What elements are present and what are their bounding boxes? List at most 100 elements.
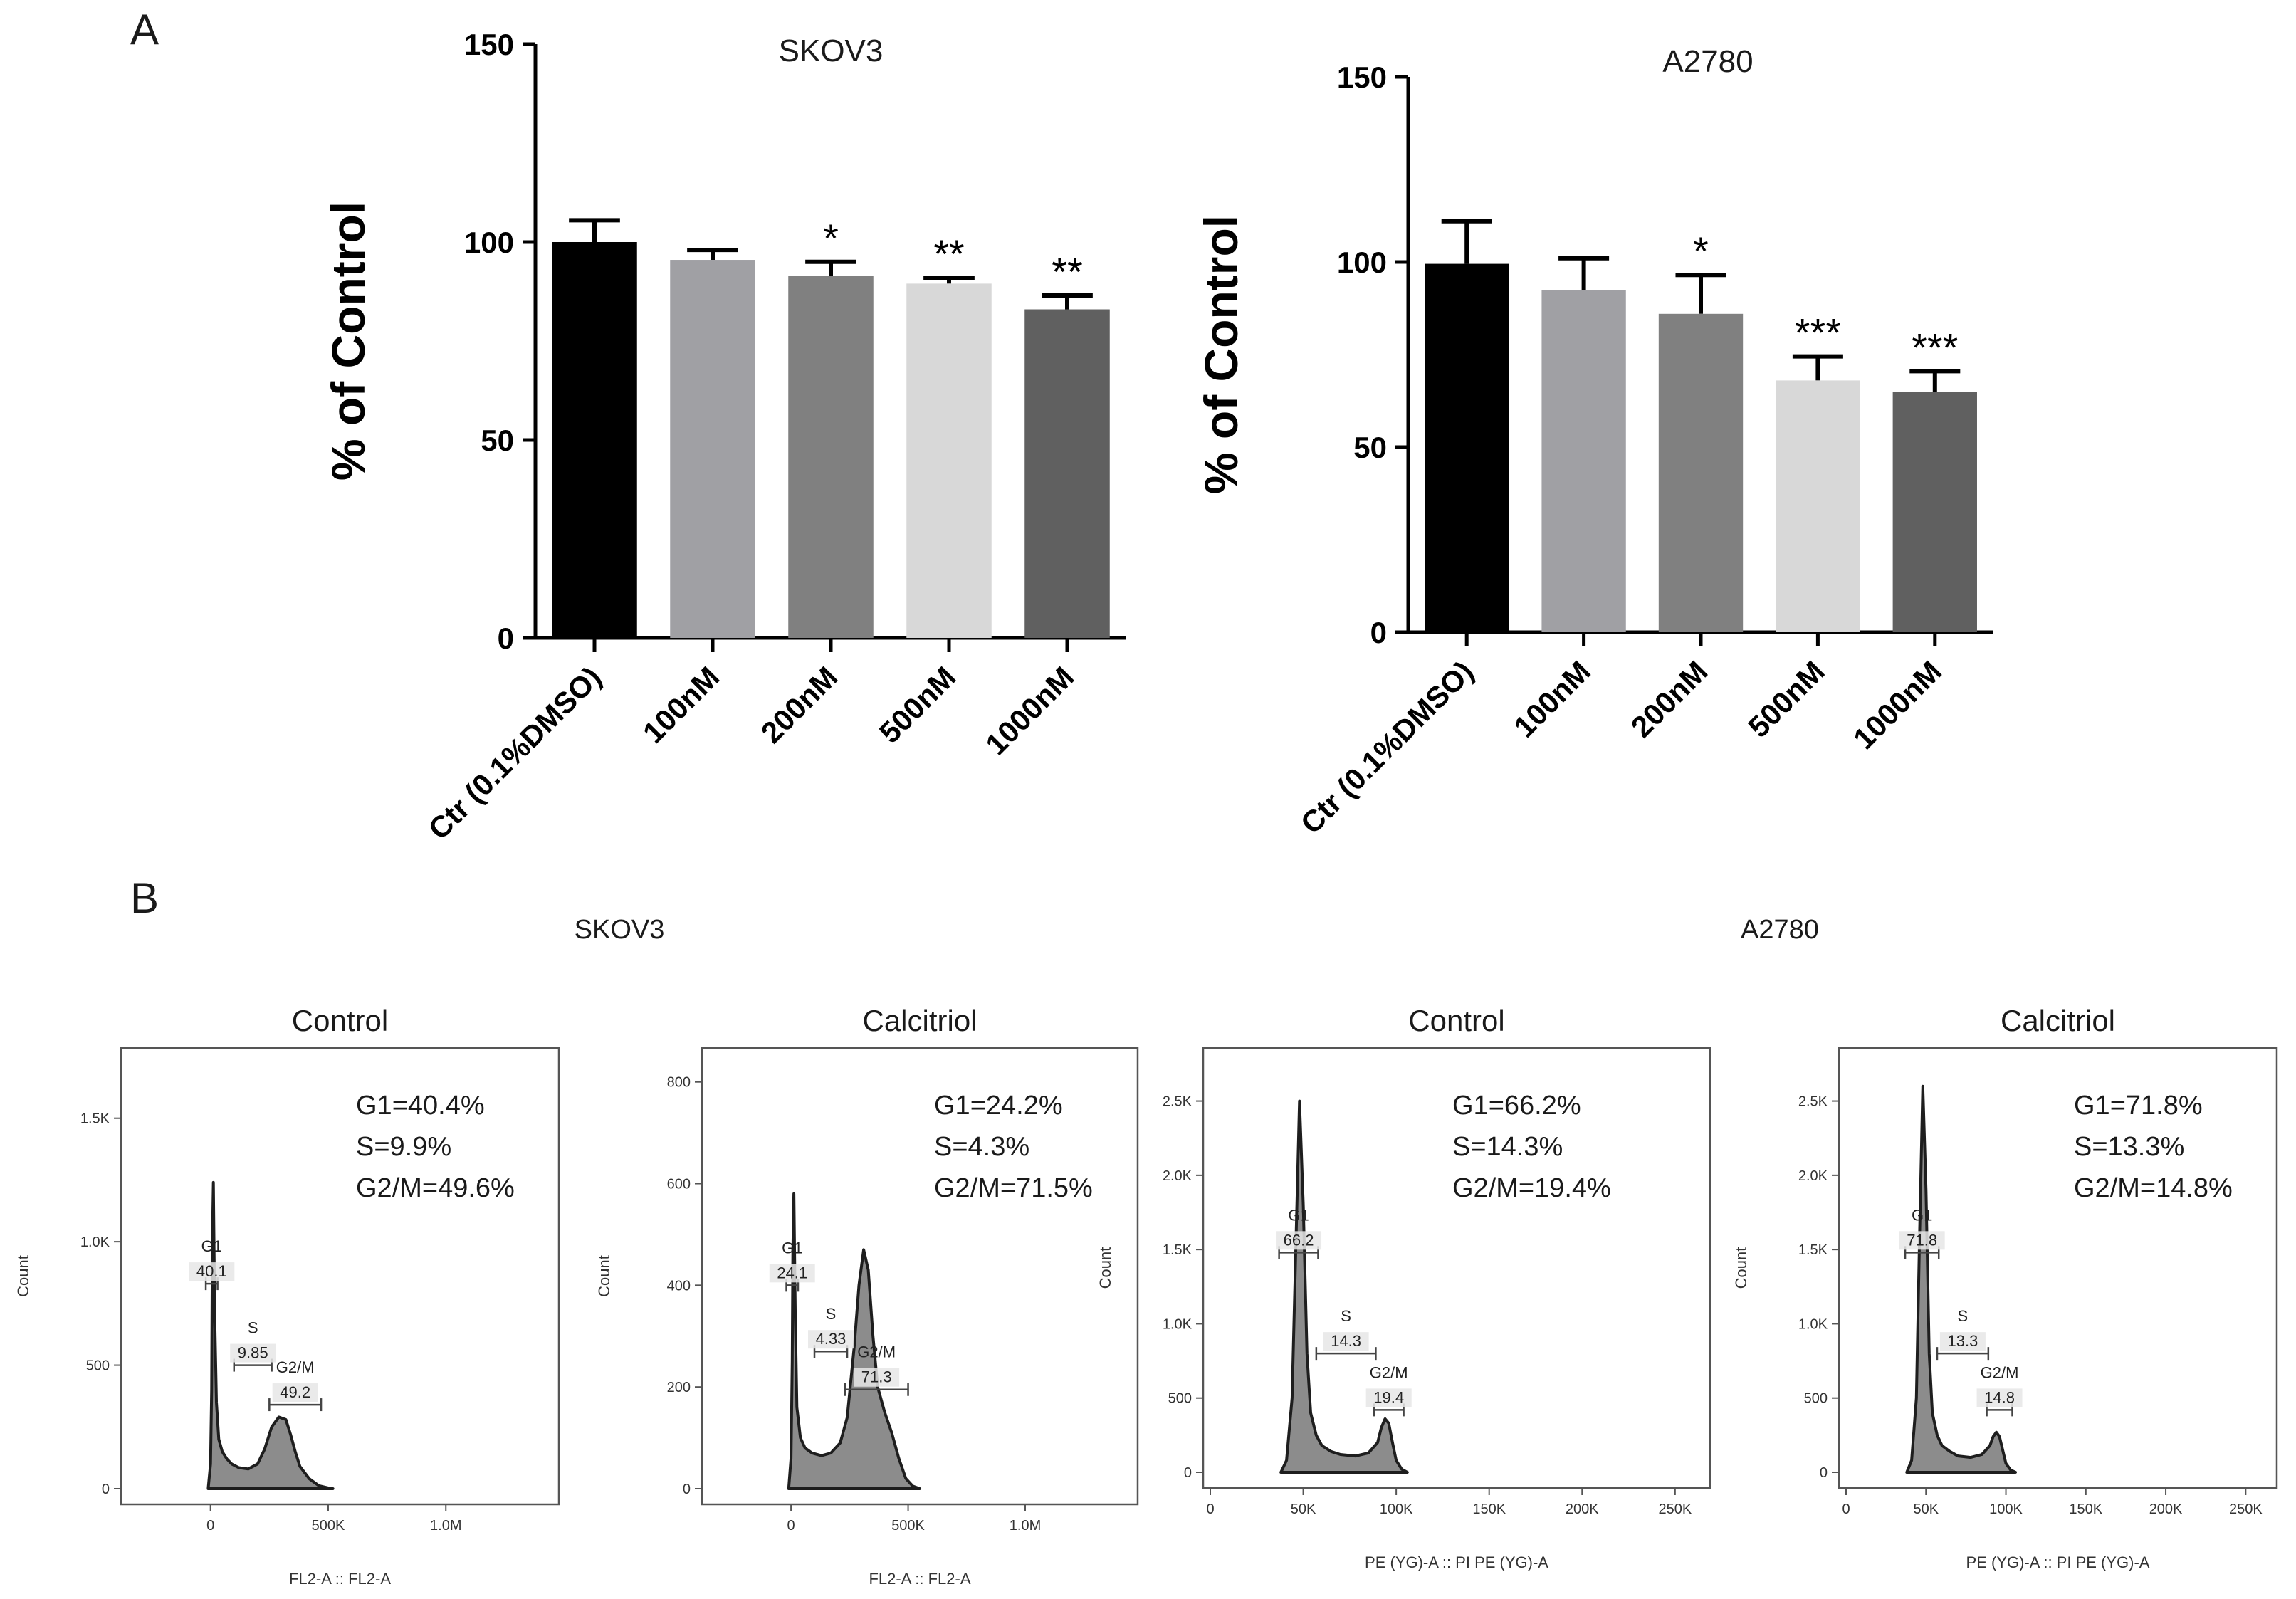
gate-value: 14.3 [1331, 1332, 1361, 1350]
x-tick-label: 100nM [636, 660, 726, 750]
y-tick-label: 2.5K [1798, 1094, 1828, 1110]
x-tick-label: 500nM [873, 660, 963, 750]
y-axis-label: Count [1096, 1247, 1114, 1289]
y-tick-label: 2.0K [1798, 1168, 1828, 1184]
y-axis-label: Count [14, 1255, 32, 1297]
plot-frame [120, 1047, 560, 1506]
y-tick-label: 1.0K [80, 1234, 110, 1250]
gate-value-box [769, 1264, 815, 1283]
bar [1425, 263, 1509, 633]
gate-value: 13.3 [1947, 1332, 1978, 1350]
phase-percentage: G1=71.8% [2074, 1091, 2203, 1121]
gate-name: G1 [782, 1239, 802, 1257]
y-axis-label: % of Control [322, 201, 374, 481]
bar [1541, 290, 1626, 632]
phase-percentage: G1=66.2% [1452, 1091, 1581, 1121]
gate-name: G1 [1912, 1206, 1932, 1224]
gate-value-box [189, 1262, 235, 1281]
gate-name: S [1958, 1307, 1969, 1325]
y-tick-label: 0 [1820, 1465, 1828, 1481]
y-tick-label: 0 [1184, 1465, 1192, 1481]
x-axis-label: PE (YG)-A :: PI PE (YG)-A [1966, 1553, 2150, 1571]
histogram-title: Control [292, 1004, 388, 1037]
phase-percentage: G1=40.4% [356, 1091, 485, 1121]
bar [1658, 313, 1744, 632]
x-axis-label: FL2-A :: FL2-A [289, 1570, 391, 1588]
y-tick-label: 500 [1804, 1391, 1828, 1407]
x-axis-label: FL2-A :: FL2-A [869, 1570, 970, 1588]
y-tick-label: 1.5K [1798, 1242, 1828, 1258]
plot-frame [1202, 1047, 1711, 1489]
gate-value: 71.8 [1907, 1231, 1937, 1249]
x-tick-label: 1000nM [979, 660, 1080, 761]
histogram-a2780-control: Control 0 500 1.0K 1.5K 2.0K 2.5K 0 50K 100K 150K 2… [1096, 1004, 1711, 1571]
gate-name: S [248, 1319, 258, 1337]
significance-marker: *** [1912, 325, 1958, 369]
x-tick-label: 1.0M [430, 1518, 461, 1534]
y-tick-label: 1.0K [1798, 1316, 1828, 1332]
x-tick-label: Ctr (0.1%DMSO) [1294, 654, 1480, 840]
panel-b-a2780-title: A2780 [1741, 915, 1819, 945]
gate-name: G2/M [1370, 1363, 1408, 1381]
y-tick-label: 0 [102, 1482, 110, 1497]
bar [552, 242, 637, 638]
gate-value: 40.1 [196, 1262, 227, 1280]
gate-name: G2/M [276, 1358, 315, 1376]
histogram-a2780-calcitriol: Calcitriol 0 500 1.0K 1.5K 2.0K 2.5K 0 50K 100K 15… [1732, 1004, 2278, 1571]
gate-name: S [1341, 1307, 1351, 1325]
y-tick-label: 0 [683, 1482, 691, 1497]
y-tick-label: 400 [667, 1278, 691, 1294]
gate-value-box [1939, 1332, 1986, 1351]
x-tick-label: Ctr (0.1%DMSO) [421, 660, 607, 846]
plot-frame [1838, 1047, 2278, 1489]
x-tick-label: 1.0M [1010, 1518, 1041, 1534]
gate-name: G1 [201, 1237, 222, 1255]
y-tick-label: 2.5K [1163, 1094, 1192, 1110]
y-tick-label: 50 [481, 424, 514, 457]
x-tick-label: 50K [1913, 1501, 1939, 1517]
gate-value: 71.3 [861, 1368, 892, 1386]
x-tick-label: 200K [1566, 1501, 1599, 1517]
gate-name: S [826, 1305, 837, 1323]
chart-title: SKOV3 [779, 33, 884, 68]
gate-value-box [272, 1383, 318, 1403]
x-tick-label: 0 [206, 1518, 214, 1534]
gate-value-box [1276, 1231, 1322, 1250]
gate-name: G2/M [857, 1343, 896, 1361]
y-tick-label: 2.0K [1163, 1168, 1192, 1184]
phase-percentage: G2/M=49.6% [356, 1173, 515, 1203]
y-tick-label: 100 [1337, 246, 1387, 279]
phase-percentage: S=14.3% [1452, 1132, 1563, 1162]
gate-value-box [854, 1368, 900, 1387]
panel-b-label: B [130, 874, 159, 922]
y-tick-label: 100 [464, 226, 514, 259]
y-tick-label: 600 [667, 1177, 691, 1192]
gate-name: G1 [1288, 1206, 1309, 1224]
gate-value: 4.33 [816, 1330, 846, 1348]
bar [1024, 309, 1110, 638]
significance-marker: *** [1795, 310, 1841, 355]
phase-percentage: G2/M=71.5% [934, 1173, 1093, 1203]
histogram-area [787, 1192, 921, 1490]
bar [1892, 392, 1977, 632]
x-tick-label: 150K [1472, 1501, 1506, 1517]
gate-value: 49.2 [280, 1383, 310, 1401]
phase-percentage: G2/M=14.8% [2074, 1173, 2233, 1203]
panel-b-skov3-title: SKOV3 [575, 915, 665, 945]
significance-marker: * [1693, 229, 1709, 273]
x-tick-label: 250K [2229, 1501, 2263, 1517]
y-tick-label: 800 [667, 1075, 691, 1091]
x-tick-label: 100K [1989, 1501, 2023, 1517]
significance-marker: ** [933, 231, 965, 276]
y-axis-label: % of Control [1195, 215, 1247, 494]
x-tick-label: 100nM [1507, 654, 1597, 744]
x-tick-label: 0 [787, 1518, 795, 1534]
y-tick-label: 500 [86, 1358, 110, 1374]
gate-value-box [1899, 1231, 1945, 1250]
phase-percentage: S=4.3% [934, 1132, 1029, 1162]
x-tick-label: 100K [1380, 1501, 1413, 1517]
y-tick-label: 1.5K [1163, 1242, 1192, 1258]
